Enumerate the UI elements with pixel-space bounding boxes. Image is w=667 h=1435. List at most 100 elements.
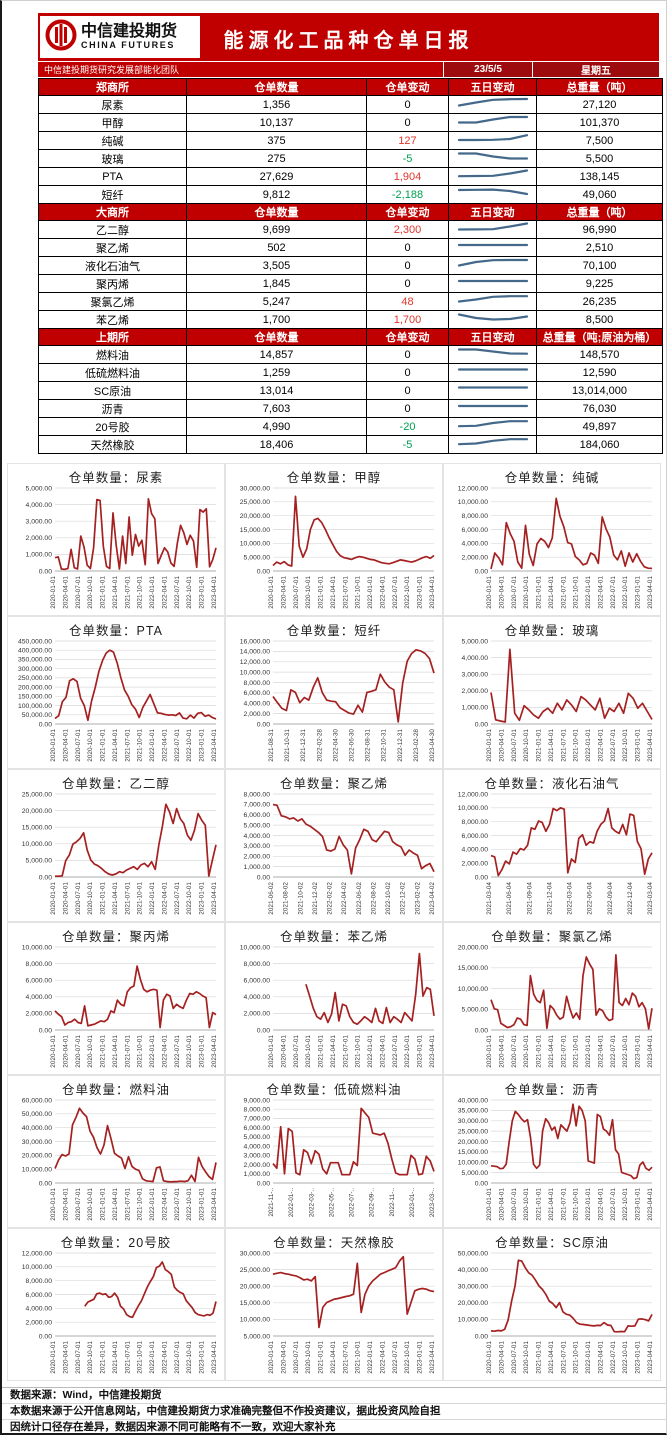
svg-text:40,000.00: 40,000.00 — [458, 1267, 488, 1274]
svg-text:2022-10-02: 2022-10-02 — [385, 882, 392, 915]
chart-lpg: 仓单数量：液化石油气 0.00 2,000.00 4,000.00 6,000.00 8,… — [443, 769, 661, 922]
svg-text:2021-07-01: 2021-07-01 — [560, 1341, 567, 1374]
product-cell: SC原油 — [38, 381, 187, 400]
svg-text:4,000.00: 4,000.00 — [244, 701, 271, 708]
chart-title: 仓单数量：苯乙烯 — [279, 930, 388, 944]
svg-text:2020-07-01: 2020-07-01 — [75, 729, 82, 762]
svg-text:2021-07-01: 2021-07-01 — [124, 729, 131, 762]
table-row: 短纤 9,812 -2,188 49,060 — [38, 185, 663, 204]
svg-text:2020-04-01: 2020-04-01 — [62, 1035, 69, 1068]
svg-text:2022-07-01: 2022-07-01 — [610, 1188, 617, 1221]
svg-text:25,000.00: 25,000.00 — [240, 499, 270, 506]
chart-plot: 0.00 2,000.00 4,000.00 6,000.00 8,000.00 10,0… — [22, 944, 218, 1068]
svg-text:2023-02-02: 2023-02-02 — [414, 882, 421, 915]
svg-text:2,000.00: 2,000.00 — [244, 1162, 271, 1169]
svg-text:2021-06-04: 2021-06-04 — [506, 882, 513, 915]
svg-text:10,000.00: 10,000.00 — [22, 1264, 52, 1271]
svg-text:50,000.00: 50,000.00 — [458, 1250, 488, 1257]
svg-text:5,000.00: 5,000.00 — [462, 638, 489, 645]
change-cell: 0 — [366, 381, 449, 400]
product-cell: 纯碱 — [38, 131, 187, 150]
table-row: 聚乙烯 502 0 2,510 — [38, 238, 663, 257]
svg-text:4,000.00: 4,000.00 — [462, 847, 489, 854]
chart-title: 仓单数量：甲醇 — [286, 471, 382, 485]
svg-text:2021-10-01: 2021-10-01 — [137, 729, 144, 762]
change-cell: 48 — [366, 292, 449, 311]
chart-title: 仓单数量：20号胶 — [60, 1236, 172, 1250]
svg-text:5,000.00: 5,000.00 — [462, 1007, 489, 1014]
svg-text:2022-04-01: 2022-04-01 — [598, 1035, 605, 1068]
product-cell: 短纤 — [38, 185, 187, 204]
svg-text:3,000.00: 3,000.00 — [26, 519, 53, 526]
chart-title: 仓单数量：沥青 — [504, 1083, 600, 1097]
chart-title: 仓单数量：SC原油 — [495, 1236, 609, 1250]
svg-text:2020-07-01: 2020-07-01 — [75, 1188, 82, 1221]
svg-text:2021-10-01: 2021-10-01 — [573, 1188, 580, 1221]
svg-text:2023-04-01: 2023-04-01 — [647, 1188, 654, 1221]
chart-short-fiber: 仓单数量：短纤 0.00 2,000.00 4,000.00 6,000.00 8,000… — [225, 616, 443, 769]
svg-text:2022-01-..: 2022-01-.. — [288, 1188, 295, 1217]
five-day-sparkline — [457, 404, 528, 408]
svg-text:0.00: 0.00 — [39, 1027, 52, 1034]
section-header-row: 郑商所 仓单数量 仓单变动 五日变动 总重量（吨） — [38, 78, 663, 96]
product-cell: 天然橡胶 — [38, 435, 187, 454]
svg-text:2020-04-01: 2020-04-01 — [280, 1341, 287, 1374]
five-day-sparkline — [457, 169, 528, 178]
svg-text:5,000.00: 5,000.00 — [462, 1170, 489, 1177]
svg-text:1,000.00: 1,000.00 — [462, 705, 489, 712]
svg-text:5,000.00: 5,000.00 — [244, 1333, 271, 1340]
svg-text:2022-10-01: 2022-10-01 — [622, 729, 629, 762]
svg-text:2021-07-01: 2021-07-01 — [124, 1341, 131, 1374]
qty-cell: 10,137 — [186, 113, 367, 132]
chart-title: 仓单数量：低硫燃料油 — [266, 1083, 402, 1097]
svg-text:2022-07-01: 2022-07-01 — [174, 729, 181, 762]
svg-text:2021-01-01: 2021-01-01 — [536, 729, 543, 762]
chart-urea: 仓单数量：尿素 0.00 1,000.00 2,000.00 3,000.00 4,000… — [7, 463, 225, 616]
svg-text:6,000.00: 6,000.00 — [244, 1125, 271, 1132]
svg-text:2022-04-01: 2022-04-01 — [598, 1341, 605, 1374]
svg-text:12,000.00: 12,000.00 — [458, 485, 488, 492]
svg-text:2021-07-01: 2021-07-01 — [124, 1188, 131, 1221]
qty-cell: 502 — [186, 238, 367, 257]
svg-text:2022-07-01: 2022-07-01 — [392, 1341, 399, 1374]
svg-text:2021-04-01: 2021-04-01 — [548, 1341, 555, 1374]
svg-text:0.00: 0.00 — [475, 874, 488, 881]
svg-text:2022-07-01: 2022-07-01 — [392, 576, 399, 609]
svg-text:14,000.00: 14,000.00 — [240, 649, 270, 656]
citic-logo-icon — [45, 19, 77, 56]
chart-pvc: 仓单数量：聚氯乙烯 0.00 5,000.00 10,000.00 15,000.00 2… — [443, 922, 661, 1075]
svg-text:4,000.00: 4,000.00 — [462, 541, 489, 548]
svg-text:2020-07-01: 2020-07-01 — [511, 729, 518, 762]
spark-cell — [448, 113, 537, 132]
svg-text:8,000.00: 8,000.00 — [26, 961, 53, 968]
spark-cell — [448, 417, 537, 436]
chart-low-sulfur-fuel-oil: 仓单数量：低硫燃料油 0.00 1,000.00 2,000.00 3,000.00 4,… — [225, 1075, 443, 1228]
svg-text:2023-04-01: 2023-04-01 — [429, 1035, 436, 1068]
svg-text:2023-04-01: 2023-04-01 — [429, 1341, 436, 1374]
spark-cell — [448, 381, 537, 400]
svg-text:2022-08-31: 2022-08-31 — [365, 729, 372, 762]
product-cell: 沥青 — [38, 399, 187, 418]
svg-text:2021-01-01: 2021-01-01 — [100, 882, 107, 915]
svg-text:2021-03-04: 2021-03-04 — [486, 882, 493, 915]
svg-text:2022-01-01: 2022-01-01 — [149, 576, 156, 609]
svg-text:2020-01-01: 2020-01-01 — [486, 1035, 493, 1068]
svg-text:2023-04-01: 2023-04-01 — [211, 729, 218, 762]
chart-title: 仓单数量：玻璃 — [504, 624, 600, 638]
total-cell: 101,370 — [536, 113, 663, 132]
svg-text:40,000.00: 40,000.00 — [22, 1125, 52, 1132]
svg-text:2023-01-01: 2023-01-01 — [199, 1341, 206, 1374]
five-day-sparkline — [457, 258, 528, 267]
svg-text:2020-10-01: 2020-10-01 — [87, 1035, 94, 1068]
total-cell: 12,590 — [536, 363, 663, 382]
svg-text:2021-04-01: 2021-04-01 — [112, 1341, 119, 1374]
svg-text:2021-10-01: 2021-10-01 — [573, 576, 580, 609]
svg-text:4,000.00: 4,000.00 — [244, 994, 271, 1001]
section-header-row: 大商所 仓单数量 仓单变动 五日变动 总重量（吨） — [38, 203, 663, 221]
total-cell: 27,120 — [536, 95, 663, 114]
svg-text:2021-09-04: 2021-09-04 — [526, 882, 533, 915]
spark-cell — [448, 363, 537, 382]
svg-text:4,000.00: 4,000.00 — [244, 833, 271, 840]
chart-plot: 0.00 5,000.00 10,000.00 15,000.00 20,000.00 2… — [458, 944, 654, 1068]
qty-cell: 9,812 — [186, 185, 367, 204]
